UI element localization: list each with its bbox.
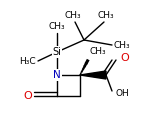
Text: Si: Si <box>53 47 61 57</box>
Text: CH₃: CH₃ <box>65 11 81 20</box>
Text: O: O <box>120 53 129 63</box>
Text: N: N <box>53 70 61 80</box>
Text: O: O <box>23 91 32 101</box>
Text: H₃C: H₃C <box>19 56 36 66</box>
Polygon shape <box>80 71 106 79</box>
Text: CH₃: CH₃ <box>49 22 65 31</box>
Text: CH₃: CH₃ <box>98 11 114 20</box>
Text: OH: OH <box>116 89 130 97</box>
Text: CH₃: CH₃ <box>114 40 131 50</box>
Text: CH₃: CH₃ <box>90 47 107 56</box>
